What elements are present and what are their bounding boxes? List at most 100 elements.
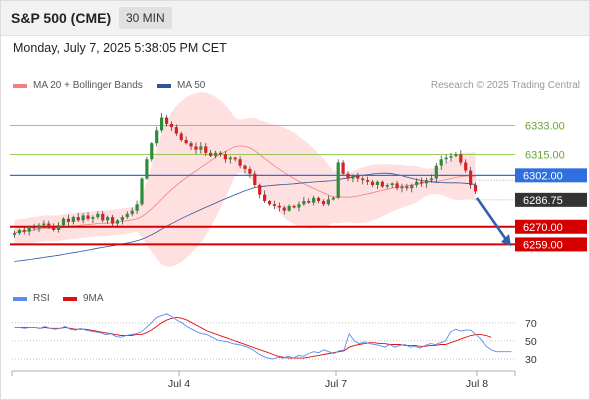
candle xyxy=(395,180,399,191)
candle-body xyxy=(464,162,468,171)
candle xyxy=(258,183,262,199)
candle xyxy=(469,166,473,189)
candle xyxy=(57,222,61,233)
candle xyxy=(459,150,463,166)
x-tick-label: Jul 4 xyxy=(168,378,190,390)
candle-body xyxy=(66,218,71,222)
candle xyxy=(110,214,115,226)
candle-body xyxy=(150,143,154,160)
candle xyxy=(125,211,129,219)
candle xyxy=(351,174,355,183)
candle-body xyxy=(439,159,443,166)
candle xyxy=(449,152,453,162)
candle xyxy=(361,176,365,185)
candle xyxy=(272,200,277,210)
candle-body xyxy=(42,223,46,226)
candle xyxy=(454,151,458,158)
candle-body xyxy=(473,184,478,192)
legend-ma9: 9MA xyxy=(63,293,104,304)
candle xyxy=(410,183,414,193)
candle-body xyxy=(76,217,80,221)
candle xyxy=(32,223,36,231)
candle xyxy=(120,215,124,225)
candle-body xyxy=(258,184,262,195)
candle xyxy=(86,212,90,221)
candle-body xyxy=(213,152,218,157)
candle xyxy=(356,172,360,183)
candle xyxy=(204,142,208,157)
candle xyxy=(336,159,340,200)
candle xyxy=(400,183,404,193)
legend-ma50: MA 50 xyxy=(157,80,205,91)
candle xyxy=(434,162,438,183)
candle xyxy=(17,228,21,236)
candle xyxy=(312,195,316,206)
candle-body xyxy=(444,157,448,160)
candle xyxy=(140,177,144,207)
candle xyxy=(115,219,120,228)
candle-body xyxy=(356,175,360,179)
candle xyxy=(160,113,164,133)
x-tick-label: Jul 8 xyxy=(466,378,488,390)
candle xyxy=(213,150,218,159)
candle xyxy=(228,155,232,164)
candle-body xyxy=(155,130,159,144)
candle-body xyxy=(351,175,355,179)
candle-body xyxy=(454,154,458,157)
candle xyxy=(223,151,227,163)
candle-body xyxy=(164,117,169,124)
candle-body xyxy=(366,180,370,182)
rsi-level-label: 70 xyxy=(525,318,537,330)
candle xyxy=(37,223,41,233)
level-label-6270.00: 6270.00 xyxy=(523,222,563,234)
candle xyxy=(106,215,110,225)
candle-body xyxy=(410,184,414,189)
candle-body xyxy=(400,186,404,189)
level-tag-6259.00 xyxy=(515,237,587,252)
candle-body xyxy=(106,217,110,221)
candle xyxy=(248,166,252,178)
rsi-level-label: 50 xyxy=(525,336,537,348)
candle-body xyxy=(248,168,252,174)
candle-body xyxy=(336,162,340,198)
candle xyxy=(71,215,75,225)
candle-body xyxy=(209,152,213,157)
candle xyxy=(238,156,242,169)
candle xyxy=(419,177,424,187)
candle-body xyxy=(17,229,21,234)
candle xyxy=(61,217,66,227)
candle xyxy=(189,141,193,151)
ma9-line xyxy=(14,316,492,359)
candle-body xyxy=(179,133,183,140)
candle-body xyxy=(218,152,223,155)
candle xyxy=(130,207,134,217)
candle-body xyxy=(361,178,365,181)
rsi-level-label: 30 xyxy=(525,354,537,366)
candle-body xyxy=(272,204,277,206)
candle-body xyxy=(199,146,203,150)
candle-body xyxy=(326,199,330,205)
candle xyxy=(135,200,139,214)
bollinger-band xyxy=(14,92,476,267)
candle xyxy=(331,196,335,201)
candle-body xyxy=(292,205,296,208)
candle xyxy=(179,131,183,142)
candle xyxy=(380,180,384,188)
candle-body xyxy=(238,159,242,166)
candle-body xyxy=(115,220,120,224)
candle xyxy=(405,183,409,191)
candle xyxy=(292,204,296,209)
candle xyxy=(321,199,326,207)
candle-body xyxy=(32,226,36,229)
candle xyxy=(12,230,17,238)
ma20-label: MA 20 + Bollinger Bands xyxy=(33,80,143,91)
candle xyxy=(145,156,149,180)
candle-body xyxy=(125,213,129,218)
timeframe-badge[interactable]: 30 MIN xyxy=(119,7,172,29)
candle-body xyxy=(263,194,267,202)
candle-body xyxy=(160,117,164,131)
candle-body xyxy=(61,218,66,226)
candle xyxy=(415,178,419,188)
candle-body xyxy=(12,233,17,235)
